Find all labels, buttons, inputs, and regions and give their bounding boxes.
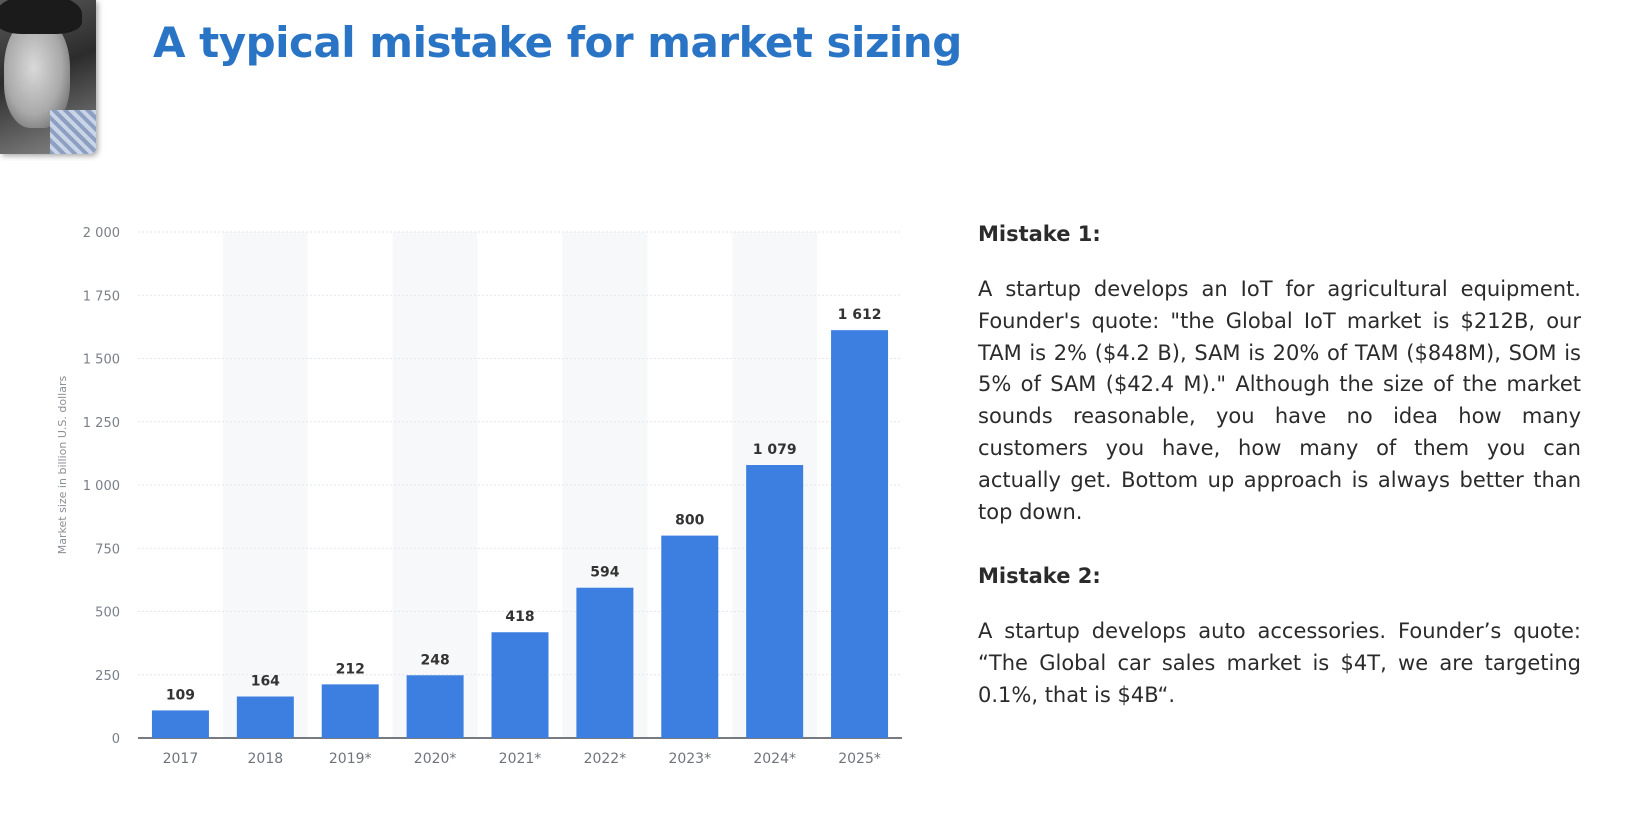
mistakes-panel: Mistake 1: A startup develops an IoT for… — [978, 222, 1581, 748]
y-tick-label: 1 500 — [83, 353, 120, 368]
x-tick-label: 2019* — [329, 751, 372, 767]
data-label: 594 — [590, 565, 619, 581]
bar-2019 — [321, 684, 379, 738]
y-tick-label: 1 250 — [83, 416, 120, 431]
data-label: 248 — [420, 652, 449, 668]
data-label: 109 — [166, 687, 195, 703]
presenter-hair — [0, 0, 82, 34]
bar-2025 — [831, 330, 889, 738]
bar-2023 — [661, 535, 719, 738]
mistake-1-heading: Mistake 1: — [978, 222, 1101, 246]
bar-2017 — [151, 710, 209, 738]
column-shade — [222, 232, 308, 738]
bar-2024 — [746, 465, 804, 738]
bar-2022 — [576, 587, 634, 738]
mistake-2-heading: Mistake 2: — [978, 564, 1101, 589]
presenter-webcam — [0, 0, 96, 154]
y-tick-label: 500 — [95, 606, 120, 621]
x-tick-label: 2017 — [163, 751, 199, 767]
market-size-chart: 0 250 500 750 1 000 1 250 1 500 1 750 2 000 Marke… — [50, 210, 910, 774]
bar-2021 — [491, 632, 549, 738]
presenter-face — [4, 18, 70, 128]
data-label: 212 — [336, 661, 365, 677]
y-tick-label: 750 — [95, 542, 120, 557]
bar-2020 — [406, 675, 464, 738]
y-axis-label: Market size in billion U.S. dollars — [56, 376, 69, 555]
y-tick-label: 2 000 — [83, 226, 120, 241]
chart-canvas: 0 250 500 750 1 000 1 250 1 500 1 750 2 000 Marke… — [56, 226, 902, 767]
slide-title: A typical mistake for market sizing — [153, 18, 962, 67]
x-tick-label: 2020* — [414, 751, 457, 767]
y-tick-label: 250 — [95, 669, 120, 684]
x-tick-label: 2024* — [753, 751, 796, 767]
x-tick-label: 2023* — [668, 751, 711, 767]
x-tick-label: 2018 — [248, 751, 284, 767]
data-label: 418 — [505, 609, 534, 625]
y-tick-label: 1 750 — [83, 289, 120, 304]
presenter-shirt — [50, 110, 96, 154]
data-label: 1 079 — [753, 442, 797, 458]
mistake-2-text: A startup develops auto accessories. Fou… — [978, 619, 1581, 707]
y-tick-label: 1 000 — [83, 479, 120, 494]
data-label: 1 612 — [838, 307, 882, 323]
data-label: 800 — [675, 513, 704, 529]
x-tick-label: 2022* — [584, 751, 627, 767]
y-tick-label: 0 — [112, 732, 120, 747]
x-tick-label: 2021* — [499, 751, 542, 767]
x-tick-label: 2025* — [838, 751, 881, 767]
bar-2018 — [236, 696, 294, 738]
mistake-1-text: A startup develops an IoT for agricultur… — [978, 277, 1581, 524]
data-label: 164 — [251, 674, 280, 690]
